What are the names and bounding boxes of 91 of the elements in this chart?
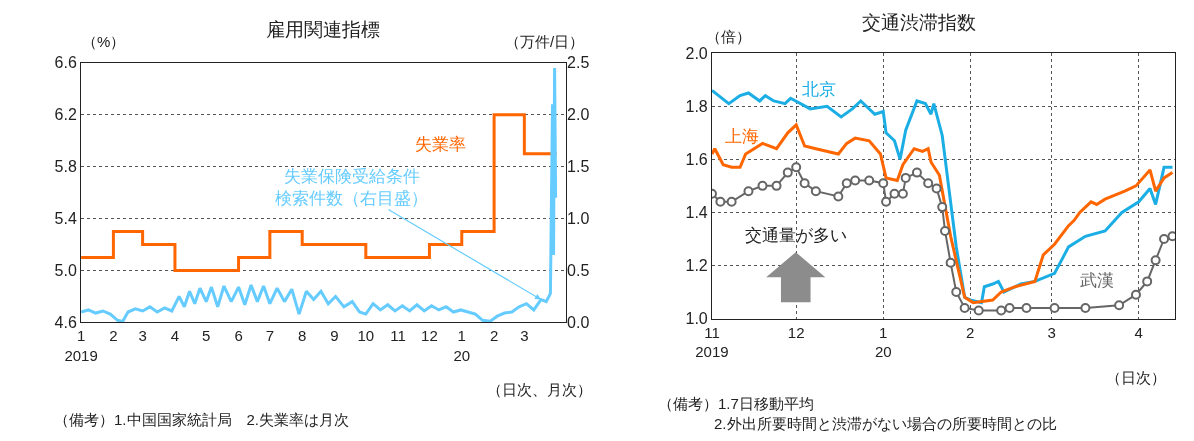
- chart-title: 雇用関連指標: [266, 19, 380, 40]
- point: [911, 167, 922, 178]
- point: [1159, 233, 1170, 244]
- chart-title: 交通渋滞指数: [862, 12, 976, 33]
- text: 2.外出所要時間と渋滞がない場合の所要時間との比: [714, 415, 1057, 432]
- y-tick-label: 6.6: [54, 54, 77, 72]
- y-tick-label: 1.8: [685, 97, 708, 115]
- x-tick-label: 5: [202, 327, 211, 345]
- x-tick-label: 1 20: [453, 327, 471, 364]
- point: [1049, 302, 1060, 313]
- x-tick-label: 3: [1047, 323, 1056, 341]
- y2-tick-label: 2.5: [567, 54, 590, 72]
- point: [1142, 276, 1153, 287]
- y-axis-title: （倍）: [706, 28, 751, 45]
- text: 失業保険受給条件検索件数（右目盛）: [275, 167, 428, 209]
- x-tick-label: 9: [330, 327, 339, 345]
- y-tick-label: 5.4: [54, 210, 77, 228]
- y2-tick-label: 1.0: [567, 210, 590, 228]
- x-tick-label: 2: [489, 327, 499, 345]
- point: [945, 257, 956, 268]
- line-series: [81, 66, 558, 323]
- x-tick-label: 1 20: [874, 323, 892, 361]
- point: [937, 202, 948, 213]
- annotation: 交通量が多い: [745, 226, 847, 245]
- y-tick-label: 5.8: [54, 158, 77, 176]
- text: （備考）1.中国国家統計局 2.失業率は月次: [54, 411, 350, 428]
- point: [833, 191, 844, 202]
- series-label: 上海: [725, 127, 759, 146]
- point: [743, 186, 754, 197]
- y-tick-label: 1.4: [685, 204, 708, 222]
- point: [1004, 302, 1015, 313]
- y-tick-label: 2.0: [685, 44, 708, 62]
- y2-tick-label: 0.0: [567, 313, 590, 331]
- x-axis-title: （日次、月次）: [487, 381, 592, 398]
- point: [864, 175, 875, 186]
- point: [771, 180, 782, 191]
- point: [1080, 302, 1091, 313]
- point: [951, 287, 962, 297]
- y-tick-label: 6.2: [54, 106, 77, 124]
- point: [889, 188, 900, 199]
- series-label: 失業率: [415, 135, 466, 154]
- x-tick-label: 3: [520, 327, 529, 345]
- point: [757, 180, 768, 191]
- point: [959, 302, 970, 313]
- y2-axis-title: （万件/日）: [505, 33, 585, 50]
- point: [799, 178, 810, 189]
- point: [900, 172, 911, 183]
- x-tick-label: 6: [234, 327, 243, 345]
- point: [1167, 231, 1176, 242]
- point: [1130, 289, 1141, 300]
- x-tick-label: 7: [265, 327, 275, 345]
- point: [850, 175, 861, 186]
- point: [940, 225, 951, 236]
- point: [897, 188, 908, 199]
- x-tick-label: 2: [966, 323, 975, 341]
- point: [996, 305, 1007, 316]
- point: [726, 196, 737, 207]
- x-tick-label: 8: [298, 327, 307, 345]
- y2-tick-label: 1.5: [567, 158, 590, 176]
- point: [1150, 255, 1161, 266]
- x-tick-label: 4: [1134, 323, 1143, 341]
- x-tick-label: 3: [138, 327, 147, 345]
- x-tick-label: 2: [109, 327, 118, 345]
- series-label: 武漢: [1080, 271, 1114, 290]
- x-tick-label: 11: [390, 327, 406, 345]
- point: [1114, 300, 1125, 311]
- point: [881, 196, 892, 207]
- x-axis-title: （日次）: [1106, 369, 1166, 386]
- point: [715, 196, 726, 207]
- point: [973, 305, 984, 316]
- point: [931, 183, 942, 194]
- text: （備考）1.7日移動平均: [658, 395, 814, 412]
- point: [810, 186, 821, 197]
- point: [923, 178, 934, 189]
- y-tick-label: 1.6: [685, 150, 708, 168]
- y-tick-label: 5.0: [54, 262, 77, 280]
- point: [878, 178, 889, 189]
- point: [782, 167, 793, 178]
- line-series: [711, 123, 1174, 305]
- point: [791, 162, 802, 173]
- point: [841, 178, 852, 189]
- x-tick-label: 12: [787, 323, 805, 341]
- y-tick-label: 1.2: [685, 257, 708, 275]
- x-tick-label: 4: [170, 327, 180, 345]
- x-tick-label: 12: [421, 327, 438, 345]
- y2-tick-label: 2.0: [567, 106, 590, 124]
- series-label: 北京: [802, 80, 836, 99]
- point: [1021, 302, 1032, 313]
- x-tick-label: 10: [357, 327, 375, 345]
- y2-tick-label: 0.5: [567, 262, 590, 280]
- y-axis-title: （%）: [82, 33, 126, 50]
